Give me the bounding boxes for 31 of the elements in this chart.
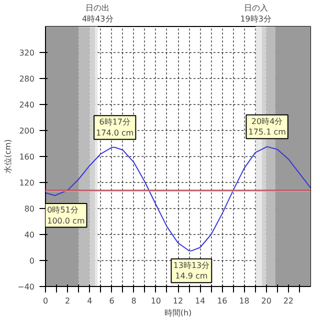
- y-tick-label: 80: [24, 204, 35, 214]
- x-tick-label: 16: [217, 296, 228, 306]
- x-tick-label: 2: [65, 296, 70, 306]
- y-tick-label: 320: [19, 48, 35, 58]
- y-tick-label: 40: [24, 230, 35, 240]
- x-tick-label: 0: [42, 296, 48, 306]
- y-axis-title: 水位(cm): [4, 139, 13, 174]
- x-tick-label: 4: [87, 296, 92, 306]
- y-tick-label: 0: [29, 256, 35, 266]
- annotation: 6時17分 174.0 cm: [96, 118, 134, 138]
- x-axis-title: 時間(h): [164, 308, 192, 318]
- annotation: 日の出 4時43分: [82, 4, 114, 24]
- x-tick-label: 6: [109, 296, 114, 306]
- annotation: 13時13分 14.9 cm: [173, 260, 210, 281]
- x-tick-label: 12: [172, 296, 184, 306]
- y-tick-label: 200: [19, 126, 35, 136]
- y-tick-label: 240: [19, 100, 35, 110]
- annotation: 0時51分 100.0 cm: [47, 206, 85, 226]
- y-tick-label: −40: [18, 282, 35, 292]
- x-tick-label: 14: [194, 296, 206, 306]
- x-tick-label: 20: [261, 296, 272, 306]
- annotation: 20時4分 175.1 cm: [248, 116, 286, 137]
- y-tick-label: 280: [19, 74, 35, 84]
- annotation: 日の入 19時3分: [240, 4, 272, 24]
- x-tick-label: 22: [283, 296, 294, 306]
- y-tick-label: 160: [19, 152, 35, 162]
- x-tick-label: 8: [131, 296, 136, 306]
- x-tick-label: 10: [150, 296, 162, 306]
- y-tick-label: 120: [19, 178, 35, 188]
- line-series: [46, 146, 310, 252]
- x-tick-label: 18: [239, 296, 250, 306]
